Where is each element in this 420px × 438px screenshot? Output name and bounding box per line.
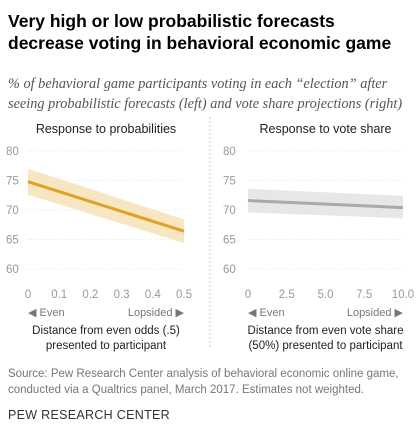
left-x-axis-label: Distance from even odds (.5) [32,325,180,337]
right-y-tick-label: 80 [223,146,236,158]
left-y-tick-label: 65 [6,235,19,247]
left-direction-lopsided: Lopsided ▶ [128,307,185,319]
right-panel-title: Response to vote share [259,122,391,136]
left-y-tick-label: 60 [6,264,19,276]
right-direction-lopsided: Lopsided ▶ [347,307,404,319]
chart-subtitle: % of behavioral game participants voting… [8,76,403,112]
left-y-tick-label: 80 [6,146,19,158]
left-direction-even: ◀ Even [28,307,65,319]
right-x-axis-label: (50%) presented to participant [248,340,403,352]
right-y-tick-label: 70 [223,205,236,217]
left-x-tick-label: 0.1 [51,289,67,301]
left-y-tick-label: 75 [6,176,19,188]
source-note: Source: Pew Research Center analysis of … [8,368,399,396]
right-x-tick-label: 7.5 [356,289,372,301]
left-y-tick-label: 70 [6,205,19,217]
right-x-tick-label: 2.5 [279,289,295,301]
left-trend-line [27,180,185,233]
right-trend-line [247,199,404,210]
left-x-tick-label: 0.5 [176,289,192,301]
right-y-tick-label: 75 [223,176,236,188]
left-x-tick-label: 0.4 [145,289,162,301]
left-x-tick-label: 0 [25,289,31,301]
right-x-axis-label: Distance from even vote share [248,325,404,337]
right-y-tick-label: 65 [223,235,236,247]
left-x-tick-label: 0.2 [82,289,98,301]
right-x-tick-label: 0 [245,289,251,301]
charts-svg: Response to probabilities 80 75 70 65 60 0 0.1 0… [6,117,414,352]
right-x-tick-label: 10.0 [392,289,414,301]
left-panel-title: Response to probabilities [36,122,176,136]
right-y-tick-label: 60 [223,264,236,276]
right-x-tick-label: 5.0 [318,289,334,301]
brand-logo: PEW RESEARCH CENTER [8,408,170,422]
left-x-axis-label: presented to participant [46,340,167,352]
left-x-tick-label: 0.3 [114,289,130,301]
chart-title: Very high or low probabilistic forecasts… [8,11,392,53]
right-direction-even: ◀ Even [248,307,285,319]
